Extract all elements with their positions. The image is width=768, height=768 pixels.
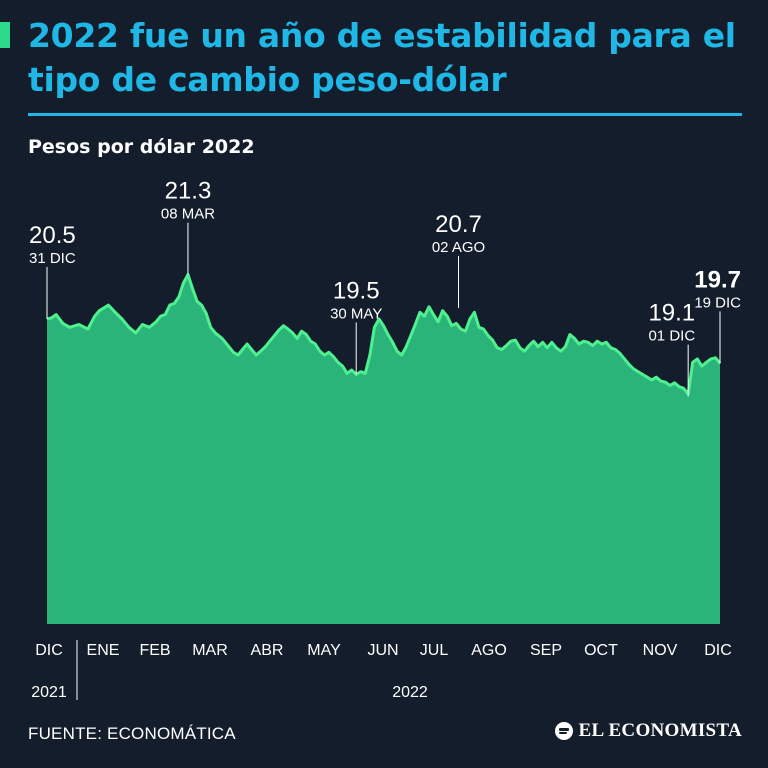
x-tick-label: NOV — [643, 642, 678, 659]
annotation-value: 20.7 — [435, 211, 482, 238]
title-divider — [28, 113, 742, 116]
annotation-date: 31 DIC — [29, 250, 76, 267]
x-tick-label: DIC — [35, 642, 63, 659]
accent-bar — [0, 22, 10, 48]
x-tick-label: FEB — [139, 642, 170, 659]
series-area — [47, 274, 720, 624]
annotation-value: 20.5 — [29, 222, 76, 249]
x-tick-label: ENE — [87, 642, 120, 659]
x-tick-label: OCT — [584, 642, 618, 659]
x-tick-label: MAR — [192, 642, 228, 659]
annotation-date: 30 MAY — [330, 305, 382, 322]
x-tick-label: SEP — [530, 642, 562, 659]
year-label-2021: 2021 — [31, 684, 67, 701]
annotation-value: 19.7 — [694, 266, 741, 293]
x-tick-label: AGO — [471, 642, 507, 659]
brand-name: EL ECONOMISTA — [578, 720, 742, 741]
annotation-value: 19.5 — [333, 277, 380, 304]
x-tick-label: JUN — [367, 642, 398, 659]
series-line — [46, 273, 722, 396]
x-tick-label: DIC — [704, 642, 732, 659]
annotation-date: 02 AGO — [432, 239, 485, 256]
year-label-2022: 2022 — [392, 684, 428, 701]
brand-logo: EL ECONOMISTA — [554, 720, 743, 742]
annotation-value: 21.3 — [165, 178, 212, 205]
annotation-date: 01 DIC — [648, 328, 695, 345]
x-tick-label: MAY — [307, 642, 341, 659]
source-note: FUENTE: ECONOMÁTICA — [28, 724, 236, 743]
annotation-date: 19 DIC — [694, 294, 741, 311]
annotation-date: 08 MAR — [161, 206, 215, 223]
x-tick-label: ABR — [251, 642, 284, 659]
chart-subtitle: Pesos por dólar 2022 — [28, 136, 255, 158]
x-tick-label: JUL — [420, 642, 449, 659]
brand-mark-icon — [554, 722, 573, 740]
annotation-value: 19.1 — [648, 300, 695, 327]
chart-title: 2022 fue un año de estabilidad para el t… — [28, 16, 736, 99]
